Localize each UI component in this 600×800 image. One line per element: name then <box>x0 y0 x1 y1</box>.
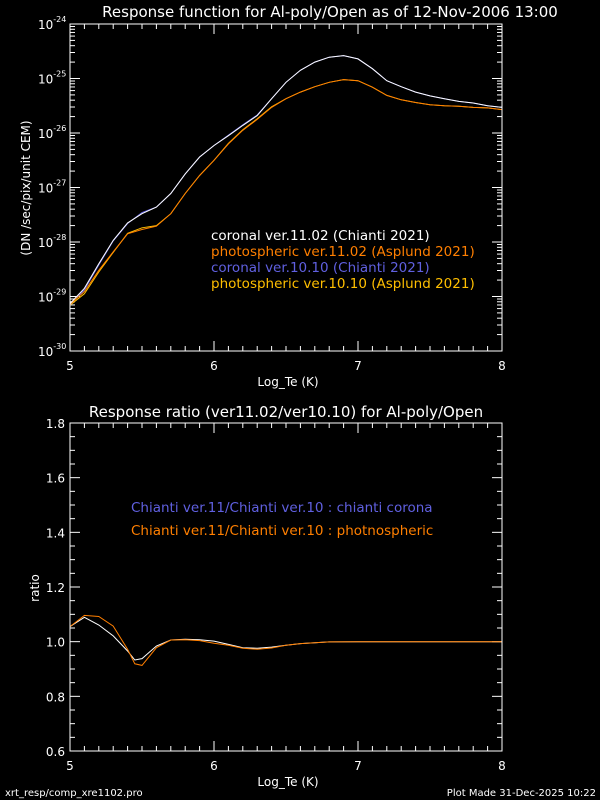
bottom-x-tick-label: 5 <box>66 759 74 773</box>
response-function-plot: Response function for Al-poly/Open as of… <box>19 3 558 389</box>
top-x-tick-label: 8 <box>498 359 506 373</box>
bottom-y-tick-label: 0.6 <box>46 745 65 759</box>
top-legend-entry: coronal ver.11.02 (Chianti 2021) <box>211 228 430 244</box>
top-y-tick-label: 10-24 <box>38 15 66 32</box>
top-series-line <box>69 79 503 305</box>
top-chart-title: Response function for Al-poly/Open as of… <box>102 3 558 21</box>
top-series-line <box>69 55 503 304</box>
top-plot-frame <box>69 23 503 352</box>
bottom-x-tick-label: 7 <box>354 759 362 773</box>
top-y-tick-label: 10-30 <box>38 342 66 359</box>
bottom-y-tick-label: 1.4 <box>46 526 65 540</box>
bottom-series-line <box>69 616 502 661</box>
top-legend-entry: coronal ver.10.10 (Chianti 2021) <box>211 260 430 276</box>
top-y-tick-label: 10-25 <box>38 70 66 87</box>
top-x-tick-label: 5 <box>66 359 74 373</box>
bottom-y-tick-label: 0.8 <box>46 690 65 704</box>
top-x-tick-label: 7 <box>354 359 362 373</box>
bottom-y-tick-label: 1.8 <box>46 417 65 431</box>
footer-plot-date: Plot Made 31-Dec-2025 10:22 <box>447 788 596 799</box>
bottom-x-tick-label: 6 <box>210 759 218 773</box>
bottom-legend-entry: Chianti ver.11/Chianti ver.10 : chianti … <box>131 500 433 516</box>
bottom-series-line <box>69 614 502 666</box>
bottom-y-tick-label: 1.0 <box>46 636 65 650</box>
top-y-tick-label: 10-26 <box>38 124 66 141</box>
bottom-legend-entry: Chianti ver.11/Chianti ver.10 : photnosp… <box>131 523 433 539</box>
top-y-tick-label: 10-29 <box>38 288 66 305</box>
top-y-tick-label: 10-28 <box>38 233 66 250</box>
footer-source-file: xrt_resp/comp_xre1102.pro <box>5 788 143 799</box>
response-ratio-plot: Response ratio (ver11.02/ver10.10) for A… <box>28 403 506 789</box>
bottom-y-tick-label: 1.6 <box>46 472 65 486</box>
bottom-x-tick-label: 8 <box>498 759 506 773</box>
bottom-x-axis-label: Log_Te (K) <box>257 775 318 789</box>
bottom-y-axis-label: ratio <box>28 574 42 602</box>
top-x-tick-label: 6 <box>210 359 218 373</box>
bottom-y-tick-label: 1.2 <box>46 581 65 595</box>
top-y-tick-label: 10-27 <box>38 179 66 196</box>
top-legend-entry: photospheric ver.11.02 (Asplund 2021) <box>211 244 475 260</box>
top-y-axis-label: (DN /sec/pix/unit CEM) <box>19 120 33 255</box>
bottom-chart-title: Response ratio (ver11.02/ver10.10) for A… <box>89 403 483 421</box>
top-x-axis-label: Log_Te (K) <box>257 375 318 389</box>
top-legend-entry: photospheric ver.10.10 (Asplund 2021) <box>211 276 475 292</box>
bottom-plot-frame <box>69 422 503 752</box>
